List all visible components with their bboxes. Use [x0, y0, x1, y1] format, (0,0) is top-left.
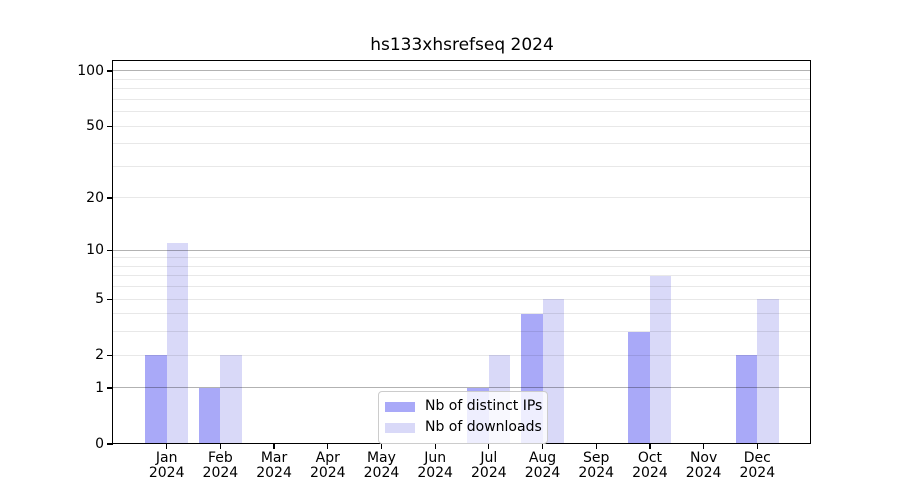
bar-downloads-jan	[166, 243, 189, 444]
x-tick-mark-sep	[595, 444, 597, 449]
chart-title: hs133xhsrefseq 2024	[370, 35, 554, 55]
x-tick-label-jul: Jul 2024	[471, 450, 507, 481]
gridline-minor-60	[113, 111, 811, 113]
x-tick-mark-apr	[327, 444, 329, 449]
x-tick-mark-mar	[273, 444, 275, 449]
y-tick-mark-10	[107, 249, 113, 251]
gridline-minor-9	[113, 257, 811, 259]
x-tick-label-jun: Jun 2024	[417, 450, 453, 481]
gridline-minor-20	[113, 197, 811, 199]
gridline-minor-90	[113, 78, 811, 80]
x-tick-mark-aug	[541, 444, 544, 449]
y-tick-label-20: 20	[86, 189, 104, 206]
x-tick-mark-may	[380, 444, 383, 449]
gridline-minor-50	[113, 125, 811, 127]
legend-item-distinct-ips: Nb of distinct IPs	[385, 396, 543, 417]
bar-distinct-ips-jan	[145, 355, 167, 444]
x-tick-mark-jun	[434, 444, 436, 449]
x-tick-mark-dec	[756, 444, 758, 449]
x-tick-label-aug: Aug 2024	[524, 450, 561, 481]
x-tick-mark-oct	[649, 444, 651, 449]
y-tick-mark-50	[107, 125, 113, 127]
y-tick-mark-5	[107, 298, 113, 300]
x-tick-mark-jul	[488, 444, 490, 449]
legend: Nb of distinct IPs Nb of downloads	[378, 391, 548, 444]
y-tick-label-0: 0	[95, 436, 104, 452]
bar-distinct-ips-oct	[628, 331, 650, 444]
x-tick-label-feb: Feb 2024	[202, 450, 239, 481]
y-tick-mark-2	[107, 354, 113, 356]
y-tick-label-5: 5	[95, 291, 104, 308]
bar-distinct-ips-dec	[735, 355, 758, 444]
legend-swatch-distinct-ips	[385, 401, 415, 412]
y-tick-label-100: 100	[77, 62, 104, 79]
gridline-minor-2	[113, 354, 811, 356]
y-tick-mark-100	[107, 70, 113, 72]
gridline-minor-7	[113, 275, 811, 277]
legend-swatch-downloads	[385, 422, 415, 433]
legend-label-downloads: Nb of downloads	[425, 419, 542, 435]
x-tick-label-apr: Apr 2024	[309, 450, 346, 481]
x-tick-label-may: May 2024	[363, 450, 400, 481]
x-tick-mark-nov	[702, 444, 705, 449]
gridline-minor-30	[113, 165, 811, 167]
gridline-minor-8	[113, 265, 811, 267]
gridline-major-1	[113, 387, 811, 389]
gridline-minor-80	[113, 88, 811, 90]
y-tick-label-10: 10	[86, 242, 104, 259]
bar-distinct-ips-feb	[198, 387, 221, 444]
x-tick-mark-feb	[219, 444, 222, 449]
y-tick-label-2: 2	[95, 347, 104, 364]
y-tick-mark-0	[107, 443, 113, 445]
gridline-minor-40	[113, 143, 811, 145]
bar-downloads-dec	[757, 299, 779, 444]
gridline-minor-4	[113, 313, 811, 315]
gridline-minor-70	[113, 98, 811, 100]
y-tick-label-1: 1	[95, 379, 104, 396]
gridline-major-100	[113, 70, 811, 72]
gridline-minor-3	[113, 331, 811, 333]
y-tick-mark-1	[107, 387, 113, 389]
x-tick-label-mar: Mar 2024	[256, 450, 292, 481]
x-tick-label-oct: Oct 2024	[632, 450, 668, 481]
x-tick-label-sep: Sep 2024	[578, 450, 615, 481]
gridline-minor-5	[113, 298, 811, 300]
x-tick-mark-jan	[166, 444, 168, 449]
plot-border	[112, 60, 811, 444]
bar-downloads-oct	[649, 275, 672, 444]
bar-downloads-feb	[220, 355, 242, 444]
gridline-major-10	[113, 249, 811, 251]
x-tick-label-jan: Jan 2024	[148, 450, 185, 481]
gridline-minor-6	[113, 286, 811, 288]
y-tick-mark-20	[107, 197, 113, 199]
y-tick-label-50: 50	[86, 118, 104, 135]
legend-label-distinct-ips: Nb of distinct IPs	[425, 398, 543, 414]
x-tick-label-nov: Nov 2024	[685, 450, 722, 481]
x-tick-label-dec: Dec 2024	[739, 450, 776, 481]
legend-item-downloads: Nb of downloads	[385, 417, 542, 438]
